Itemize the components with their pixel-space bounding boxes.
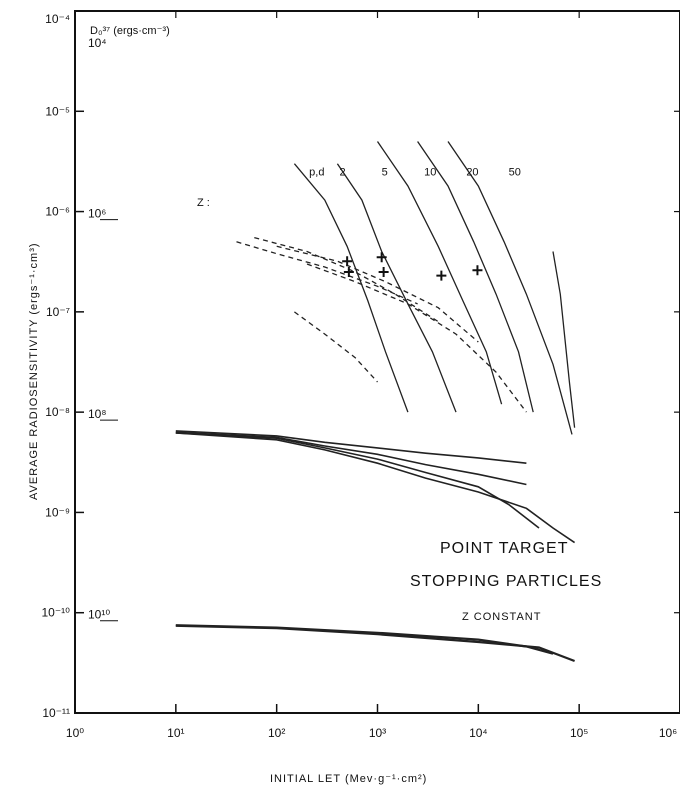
- markers-layer: [342, 252, 483, 281]
- z-label-20: 20: [466, 166, 478, 178]
- curve-4: [175, 624, 554, 655]
- marker-2: [376, 252, 387, 263]
- annotation-stopping-particles: STOPPING PARTICLES: [410, 573, 602, 590]
- axis-ticks: [74, 10, 680, 714]
- d37-label-2: 10⁸: [88, 407, 106, 421]
- x-axis-label: INITIAL LET (Mev·g⁻¹·cm²): [270, 773, 427, 785]
- x-tick-label-5: 10⁵: [570, 726, 588, 740]
- marker-0: [342, 256, 353, 267]
- x-tick-label-6: 10⁶: [659, 726, 677, 740]
- y-tick-label-7: 10⁻¹¹: [42, 706, 70, 720]
- d37-label-0: 10⁴: [88, 36, 107, 50]
- curve-10: [447, 141, 573, 435]
- curve-6: [293, 163, 409, 413]
- curve-8: [376, 141, 503, 405]
- curve-16: [294, 311, 378, 383]
- z-label-2: 2: [340, 166, 346, 178]
- annotation-z-constant: Z CONSTANT: [462, 611, 541, 623]
- curve-3: [175, 432, 576, 544]
- d37-axis-title: D₀³⁷ (ergs·cm⁻³): [90, 25, 170, 37]
- z-label-10: 10: [424, 166, 436, 178]
- curve-7: [336, 163, 457, 413]
- z-label-pd: p,d: [309, 166, 324, 178]
- curves-layer: [175, 141, 576, 663]
- curve-9: [417, 141, 534, 413]
- x-tick-label-2: 10²: [268, 726, 285, 740]
- curve-14: [276, 245, 479, 343]
- curve-12: [236, 241, 418, 305]
- marker-4: [436, 270, 447, 281]
- z-label-5: 5: [382, 166, 388, 178]
- x-tick-label-3: 10³: [369, 726, 386, 740]
- y-tick-label-1: 10⁻⁵: [45, 104, 70, 118]
- y-tick-label-6: 10⁻¹⁰: [42, 606, 71, 620]
- curve-13: [254, 236, 439, 323]
- z-header: Z :: [197, 197, 210, 209]
- d37-label-1: 10⁶: [88, 207, 106, 221]
- y-tick-label-5: 10⁻⁹: [45, 505, 70, 519]
- marker-1: [343, 266, 354, 277]
- curve-2: [175, 432, 540, 529]
- x-tick-label-4: 10⁴: [469, 726, 488, 740]
- y-axis-label: AVERAGE RADIOSENSITIVITY (ergs⁻¹·cm³): [28, 242, 40, 500]
- plot-frame: [74, 10, 680, 714]
- marker-3: [378, 266, 389, 277]
- curve-11: [552, 251, 576, 428]
- x-tick-label-1: 10¹: [167, 726, 184, 740]
- z-label-50: 50: [509, 166, 521, 178]
- d37-label-3: 10¹⁰: [88, 608, 110, 622]
- y-tick-label-3: 10⁻⁷: [46, 305, 70, 319]
- y-tick-label-0: 10⁻⁴: [45, 12, 70, 26]
- curve-5: [175, 624, 575, 663]
- y-tick-label-4: 10⁻⁸: [45, 405, 70, 419]
- y-tick-label-2: 10⁻⁶: [45, 205, 70, 219]
- annotation-point-target: POINT TARGET: [440, 540, 568, 557]
- curve-15: [306, 263, 527, 413]
- curve-1: [175, 431, 527, 486]
- x-tick-label-0: 10⁰: [66, 726, 84, 740]
- curve-0: [175, 430, 527, 464]
- tick-labels-layer: 10⁰ 10¹ 10² 10³ 10⁴ 10⁵ 10⁶ 10⁻⁴ 10⁻⁵ 10⁻⁶ 10⁻⁷ 10⁻…: [42, 12, 678, 740]
- marker-5: [472, 265, 483, 276]
